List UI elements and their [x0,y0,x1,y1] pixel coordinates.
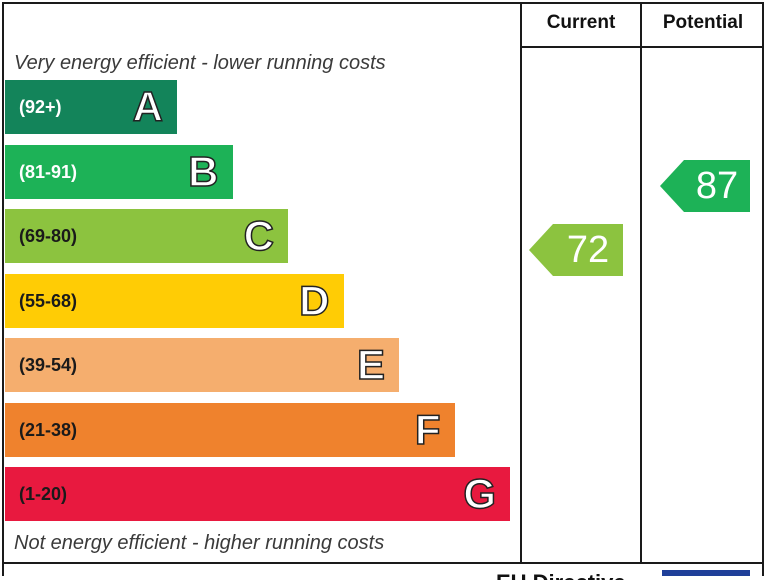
footer-rule [2,562,764,564]
current-arrow-shape [529,224,623,276]
band-range-label: (81-91) [19,161,78,182]
band-range-label: (21-38) [19,419,78,440]
band-range-label: (1-20) [19,484,68,504]
band-g: (1-20) G [5,467,510,521]
band-e: (39-54) E [5,338,399,392]
current-header: Current [546,12,616,33]
band-range-label: (55-68) [19,290,78,311]
footer-text: EU Directive [496,570,626,580]
band-range-label: (92+) [19,97,62,117]
band-letter: C [243,211,275,260]
divider-current [520,2,522,564]
band-letter: E [356,340,386,389]
band-range-label: (39-54) [19,355,78,375]
band-letter: A [132,82,164,131]
current-rating-arrow: 72 [529,224,623,276]
header-rule [520,46,764,48]
potential-rating-arrow: 87 [660,159,750,212]
band-letter: G [463,469,497,518]
band-b: (81-91) B [5,144,233,199]
band-letter: D [298,276,330,325]
bottom-caption: Not energy efficient - higher running co… [14,532,385,554]
band-f: (21-38) F [5,402,455,457]
band-letter: B [187,147,219,196]
potential-rating-value: 87 [695,164,739,207]
band-c: (69-80) C [5,209,288,263]
potential-header: Potential [662,12,744,33]
band-d: (55-68) D [5,273,344,328]
eu-flag [662,570,750,576]
band-range-label: (69-80) [19,226,78,246]
current-rating-value: 72 [566,229,610,271]
band-letter: F [414,405,441,454]
band-a: (92+) A [5,80,177,134]
potential-arrow-shape [660,159,750,212]
top-caption: Very energy efficient - lower running co… [14,52,386,74]
divider-potential [640,2,642,564]
